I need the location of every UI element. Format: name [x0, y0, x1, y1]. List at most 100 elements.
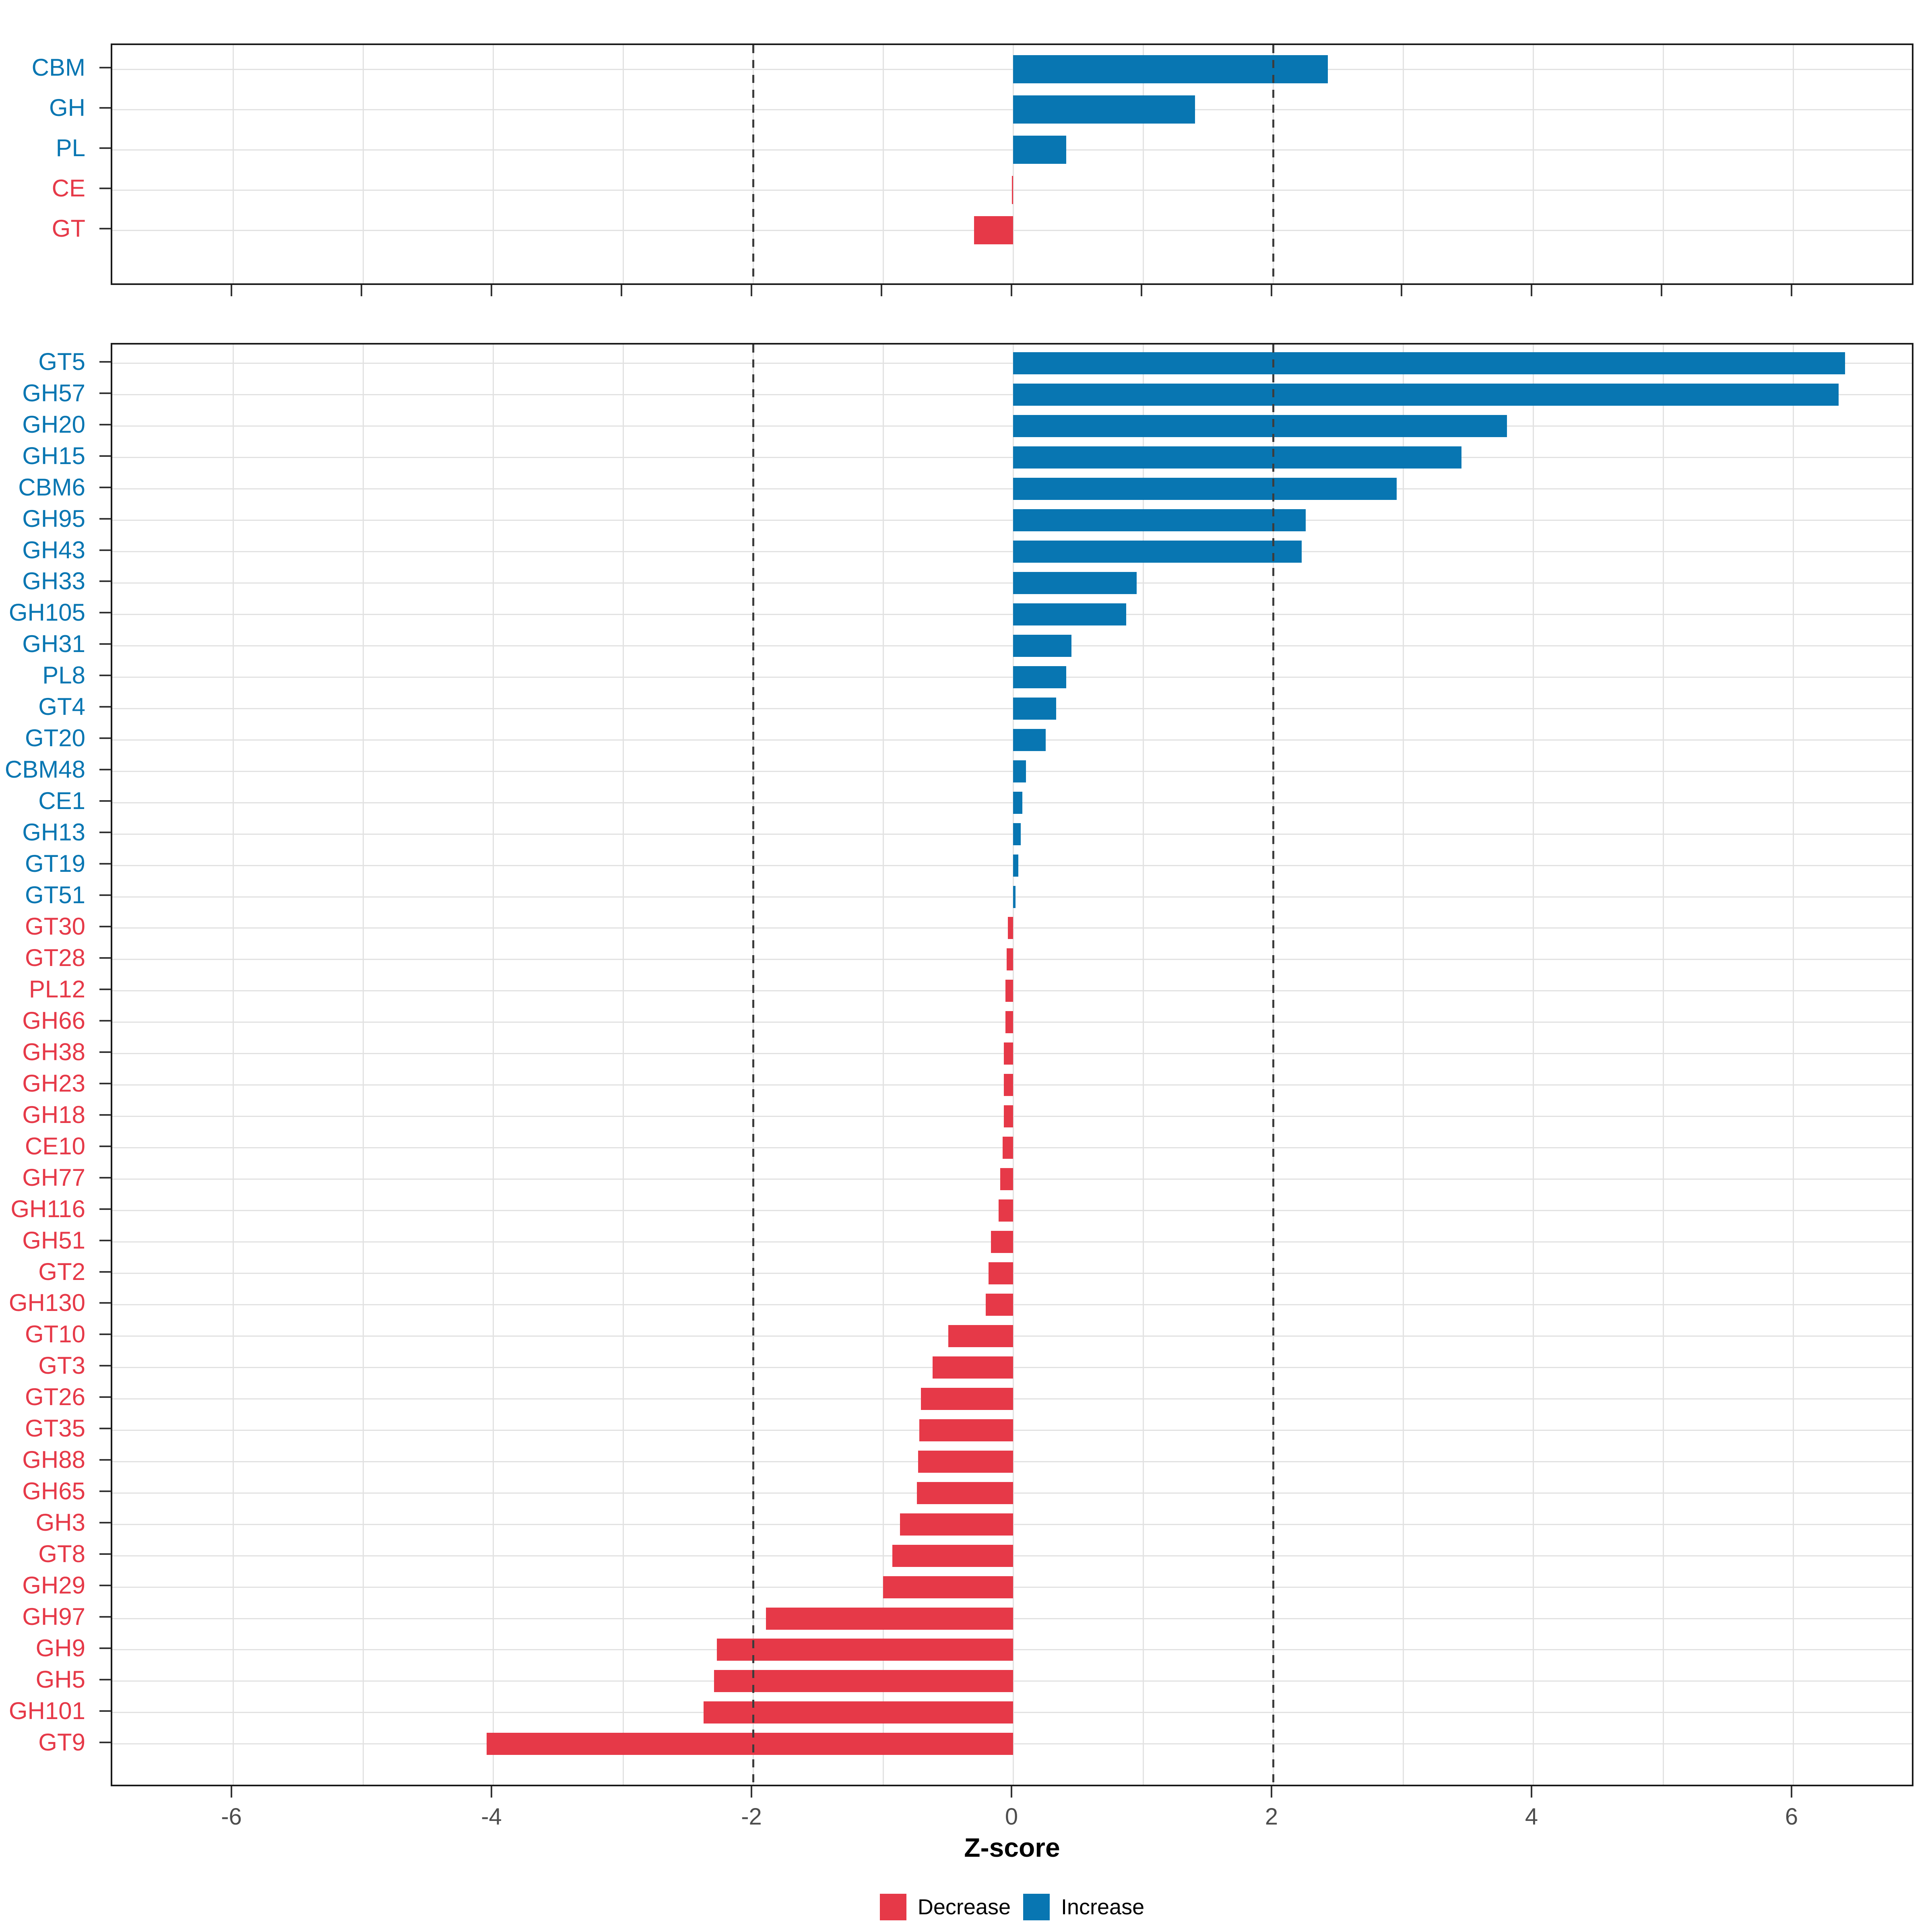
- category-label-GT26: GT26: [25, 1383, 85, 1411]
- bar-GT8: [892, 1544, 1013, 1567]
- x-tick: [361, 285, 362, 296]
- x-tick-label: -2: [741, 1804, 762, 1830]
- y-tick: [99, 1678, 111, 1680]
- y-tick: [99, 957, 111, 959]
- gridline-vertical: [1012, 345, 1014, 1785]
- panel-top: [111, 43, 1913, 285]
- bar-CBM: [1013, 55, 1328, 83]
- x-tick: [1531, 285, 1532, 296]
- x-tick: [1531, 1786, 1532, 1798]
- category-label-PL12: PL12: [29, 975, 85, 1003]
- gridline-vertical: [1012, 45, 1014, 283]
- x-tick-label: 2: [1265, 1804, 1278, 1830]
- category-label-GH29: GH29: [22, 1572, 85, 1599]
- category-label-GH18: GH18: [22, 1101, 85, 1128]
- legend-label-increase: Increase: [1061, 1895, 1145, 1919]
- category-label-CBM48: CBM48: [4, 756, 85, 783]
- y-tick: [99, 1082, 111, 1084]
- y-tick: [99, 1616, 111, 1618]
- category-label-GT51: GT51: [25, 881, 85, 909]
- category-label-GT35: GT35: [25, 1415, 85, 1442]
- bar-GH66: [1005, 1011, 1013, 1034]
- x-tick: [1791, 1786, 1792, 1798]
- y-tick: [99, 1114, 111, 1116]
- gridline-horizontal: [112, 645, 1912, 646]
- bar-CE: [1011, 176, 1013, 204]
- legend-label-decrease: Decrease: [917, 1895, 1011, 1919]
- category-label-GH77: GH77: [22, 1164, 85, 1191]
- gridline-vertical: [1662, 45, 1664, 283]
- y-tick: [99, 675, 111, 677]
- gridline-vertical: [232, 45, 234, 283]
- y-tick: [99, 1208, 111, 1210]
- bar-GH13: [1013, 823, 1021, 845]
- gridline-horizontal: [112, 865, 1912, 866]
- gridline-horizontal: [112, 896, 1912, 898]
- category-label-GT30: GT30: [25, 912, 85, 940]
- y-tick: [99, 1490, 111, 1492]
- gridline-vertical: [1792, 345, 1794, 1785]
- y-tick: [99, 988, 111, 990]
- category-label-CBM6: CBM6: [18, 473, 85, 501]
- reference-line: [1272, 345, 1274, 1785]
- gridline-horizontal: [112, 457, 1912, 458]
- category-label-GT5: GT5: [38, 348, 85, 375]
- y-tick: [99, 800, 111, 802]
- bar-GT2: [988, 1262, 1013, 1284]
- legend-item-increase: Increase: [1023, 1894, 1144, 1920]
- y-tick: [99, 1710, 111, 1712]
- bar-CBM6: [1013, 478, 1397, 500]
- bar-GH3: [900, 1513, 1013, 1536]
- bar-PL: [1013, 136, 1067, 164]
- x-tick: [491, 285, 492, 296]
- category-label-GH130: GH130: [8, 1289, 85, 1317]
- y-tick: [99, 580, 111, 582]
- y-tick: [99, 1647, 111, 1649]
- category-label-GH15: GH15: [22, 442, 85, 469]
- gridline-vertical: [1142, 345, 1144, 1785]
- gridline-horizontal: [112, 520, 1912, 521]
- category-label-GH66: GH66: [22, 1007, 85, 1034]
- category-label-GT9: GT9: [38, 1728, 85, 1756]
- category-label-GT28: GT28: [25, 944, 85, 971]
- legend-item-decrease: Decrease: [879, 1894, 1011, 1920]
- x-tick: [1401, 285, 1402, 296]
- y-tick: [99, 706, 111, 708]
- reference-line: [752, 345, 754, 1785]
- category-label-GT8: GT8: [38, 1540, 85, 1568]
- y-tick: [99, 737, 111, 739]
- bar-GT: [974, 216, 1013, 244]
- y-tick: [99, 1553, 111, 1555]
- y-tick: [99, 486, 111, 488]
- gridline-vertical: [622, 45, 624, 283]
- x-tick-label: 6: [1785, 1804, 1798, 1830]
- bar-GH43: [1013, 541, 1302, 563]
- y-tick: [99, 612, 111, 614]
- y-tick: [99, 228, 111, 229]
- bar-CE1: [1013, 791, 1022, 814]
- bar-GH57: [1013, 384, 1839, 406]
- bar-GT51: [1013, 886, 1016, 908]
- category-label-GH20: GH20: [22, 411, 85, 438]
- category-label-GH43: GH43: [22, 536, 85, 564]
- reference-line: [1272, 45, 1274, 283]
- gridline-horizontal: [112, 425, 1912, 427]
- bar-GT26: [921, 1387, 1013, 1410]
- y-tick: [99, 549, 111, 551]
- y-tick: [99, 1396, 111, 1398]
- bar-GH105: [1013, 603, 1126, 625]
- bar-GH65: [916, 1482, 1013, 1504]
- bar-GH38: [1004, 1042, 1013, 1065]
- y-tick: [99, 1302, 111, 1304]
- bar-GH9: [716, 1639, 1013, 1661]
- x-tick-label: -4: [481, 1804, 502, 1830]
- bar-GT5: [1013, 352, 1845, 375]
- gridline-vertical: [1402, 45, 1404, 283]
- x-tick-label: -6: [221, 1804, 242, 1830]
- bar-GH15: [1013, 446, 1462, 469]
- category-label-CBM: CBM: [31, 54, 85, 81]
- x-axis-title: Z-score: [964, 1833, 1060, 1862]
- y-tick: [99, 1051, 111, 1053]
- gridline-vertical: [1792, 45, 1794, 283]
- gridline-horizontal: [112, 394, 1912, 396]
